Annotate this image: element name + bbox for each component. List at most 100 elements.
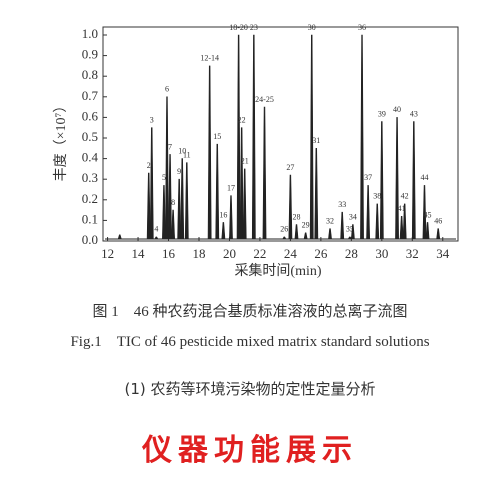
peak-label: 46 <box>434 216 442 225</box>
peak-label: 27 <box>286 163 294 172</box>
peak <box>340 211 345 240</box>
peak-label: 23 <box>250 23 258 32</box>
x-axis-label: 采集时间(min) <box>234 262 321 279</box>
peak-label: 40 <box>393 105 401 114</box>
peak <box>422 185 427 240</box>
peak-label: 41 <box>398 204 406 213</box>
peak-label: 8 <box>171 198 175 207</box>
peak-label: 22 <box>238 116 246 125</box>
peak <box>350 224 355 240</box>
y-tick-label: 0.0 <box>82 232 98 247</box>
y-tick-label: 0.9 <box>82 47 98 62</box>
peak-label: 32 <box>326 216 334 225</box>
peak-label: 15 <box>213 132 221 141</box>
headline: 仪器功能展示 <box>142 433 358 468</box>
peak-label: 42 <box>401 192 409 201</box>
peak <box>288 174 293 240</box>
y-tick-label: 0.2 <box>82 191 98 206</box>
peak-label: 5 <box>162 173 166 182</box>
y-axis-label: 丰度（×10⁷） <box>53 99 69 182</box>
chart: 丰度（×10⁷） 采集时间(min) 0.0 0.1 0.2 0.3 0.4 0.5 0.6… <box>53 23 459 279</box>
peak-label: 24-25 <box>255 95 274 104</box>
caption-en: Fig.1 TIC of 46 pesticide mixed matrix s… <box>70 334 430 350</box>
peak-label: 30 <box>308 23 316 32</box>
peak <box>425 222 430 240</box>
peak <box>177 178 182 240</box>
x-tick-label: 28 <box>345 246 358 261</box>
peak <box>146 172 151 240</box>
peak-label: 11 <box>183 151 191 160</box>
peak-label: 17 <box>227 184 235 193</box>
x-tick-label: 32 <box>406 246 419 261</box>
peak <box>180 158 185 240</box>
peak <box>360 34 364 240</box>
x-tick-label: 34 <box>436 246 450 261</box>
peak-label: 31 <box>312 136 320 145</box>
y-tick-label: 0.7 <box>82 88 99 103</box>
peak <box>282 236 287 240</box>
peak-label: 21 <box>241 157 249 166</box>
peak <box>149 127 154 240</box>
peak-label: 4 <box>154 225 158 234</box>
peak <box>165 96 169 240</box>
peak <box>236 34 241 240</box>
peak <box>184 162 189 240</box>
peak <box>411 121 416 240</box>
peak <box>215 143 220 240</box>
x-tick-label: 14 <box>132 246 146 261</box>
y-tick-label: 0.4 <box>82 150 99 165</box>
y-tick-label: 0.6 <box>82 108 99 123</box>
x-tick-label: 16 <box>162 246 176 261</box>
y-tick-label: 0.8 <box>82 67 98 82</box>
x-tick-label: 24 <box>284 246 298 261</box>
peak <box>251 34 256 240</box>
x-tick-label: 22 <box>253 246 266 261</box>
peak-label: 34 <box>349 212 357 221</box>
x-tick-label: 26 <box>314 246 328 261</box>
peak <box>347 236 352 240</box>
peak-label: 26 <box>280 225 288 234</box>
peak <box>366 185 371 240</box>
peak <box>328 228 332 240</box>
peak-label: 35 <box>346 225 354 234</box>
x-tick-label: 30 <box>375 246 388 261</box>
peak-label: 38 <box>373 192 381 201</box>
peak <box>395 117 399 240</box>
peak <box>294 224 299 240</box>
subtitle: (1) 农药等环境污染物的定性定量分析 <box>124 380 376 398</box>
peak-label: 39 <box>378 109 386 118</box>
caption-cn: 图 1 46 种农药混合基质标准溶液的总离子流图 <box>92 304 408 320</box>
peak <box>379 121 384 240</box>
peak-label: 45 <box>424 210 432 219</box>
peak <box>154 236 159 240</box>
peak-label: 9 <box>177 167 181 176</box>
peak <box>375 203 380 240</box>
peak-label: 12-14 <box>200 54 219 63</box>
peak-label: 16 <box>219 210 227 219</box>
peak-label: 33 <box>338 200 346 209</box>
x-tick-label: 18 <box>192 246 205 261</box>
x-tick-label: 20 <box>223 246 236 261</box>
y-tick-label: 0.1 <box>82 211 98 226</box>
peak-label: 2 <box>147 161 151 170</box>
peak-label: 7 <box>168 142 172 151</box>
peak <box>309 34 314 240</box>
peak-label: 29 <box>302 221 310 230</box>
peak <box>239 127 244 240</box>
x-tick-label: 12 <box>101 246 114 261</box>
peak <box>436 228 441 240</box>
peak <box>229 195 233 240</box>
peak <box>262 106 267 240</box>
peak <box>402 203 407 240</box>
peak-label: 37 <box>364 173 372 182</box>
peak <box>221 222 226 240</box>
peak-label: 28 <box>292 212 300 221</box>
peak-label: 10 <box>178 146 186 155</box>
peak <box>168 154 172 240</box>
y-tick-label: 0.3 <box>82 170 98 185</box>
peak-label: 43 <box>410 109 418 118</box>
peak <box>207 65 212 240</box>
y-tick-label: 1.0 <box>82 26 98 41</box>
plot-frame <box>102 26 459 242</box>
